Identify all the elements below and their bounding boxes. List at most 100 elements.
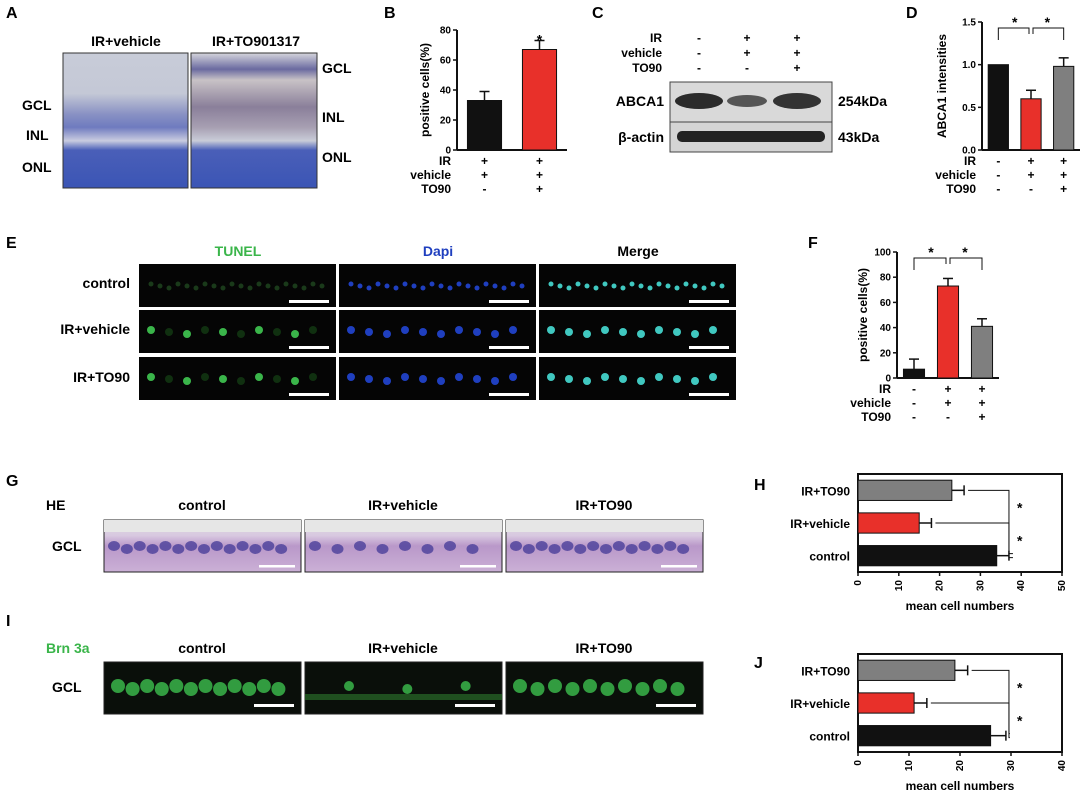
cell-nucleus xyxy=(473,328,481,336)
significance-star: * xyxy=(1012,14,1018,30)
e-row-ir-to90: IR+TO90 xyxy=(73,369,130,385)
bar xyxy=(1053,65,1075,151)
significance-star: * xyxy=(1017,532,1023,548)
significance-bracket xyxy=(968,489,1013,555)
scale-bar xyxy=(455,704,495,707)
cell-nucleus xyxy=(619,328,627,336)
cell-nucleus xyxy=(292,283,298,289)
y-tick-label: 0 xyxy=(885,374,891,385)
x-axis-title: mean cell numbers xyxy=(906,779,1015,793)
bar xyxy=(987,64,1009,151)
y-tick-label: 1.0 xyxy=(962,60,976,71)
cell-nucleus xyxy=(509,326,517,334)
y-axis-title: positive cells(%) xyxy=(418,43,432,137)
panel-letter-d: D xyxy=(906,5,918,22)
he-vitreous xyxy=(305,520,502,532)
cell-nucleus xyxy=(255,373,263,381)
scale-bar xyxy=(489,300,529,303)
ganglion-cell xyxy=(535,541,548,551)
cell-nucleus xyxy=(575,281,581,287)
i-col-control: control xyxy=(178,640,225,656)
ganglion-cell xyxy=(198,544,210,554)
condition-sign: + xyxy=(944,382,951,396)
cell-nucleus xyxy=(601,326,609,334)
cell-nucleus xyxy=(601,373,609,381)
ganglion-cell xyxy=(210,541,223,551)
cell-nucleus xyxy=(348,281,354,287)
cell-nucleus xyxy=(255,326,263,334)
cell-nucleus xyxy=(602,281,608,287)
panel-letter-b: B xyxy=(384,5,396,22)
brn3a-cell xyxy=(140,679,155,693)
cell-nucleus xyxy=(491,377,499,385)
significance-star: * xyxy=(1045,14,1051,30)
condition-sign: + xyxy=(1060,168,1067,182)
condition-sign: + xyxy=(1060,182,1067,196)
ganglion-cell xyxy=(522,544,535,554)
layer-gcl-right: GCL xyxy=(322,60,352,76)
panel-i: I Brn 3a GCL control IR+vehicle IR+TO90 xyxy=(6,613,704,715)
y-tick-label: 0 xyxy=(445,146,451,157)
ganglion-cell xyxy=(309,541,321,551)
condition-label: TO90 xyxy=(946,182,976,196)
x-tick-label: 20 xyxy=(955,760,966,772)
ganglion-cell xyxy=(354,541,366,551)
cell-nucleus xyxy=(365,375,373,383)
cell-nucleus xyxy=(247,285,253,291)
significance-bracket xyxy=(949,257,983,270)
ganglion-cell xyxy=(444,541,456,551)
ganglion-cell xyxy=(510,541,522,551)
cell-nucleus xyxy=(629,281,635,287)
layer-onl-left: ONL xyxy=(22,159,52,175)
bar xyxy=(466,100,503,151)
ganglion-cell xyxy=(664,541,677,551)
cell-nucleus xyxy=(557,283,563,289)
cell-nucleus xyxy=(229,281,235,287)
brn3a-cell xyxy=(635,682,650,696)
cell-nucleus xyxy=(509,373,517,381)
cell-nucleus xyxy=(402,281,408,287)
x-tick-label: 30 xyxy=(975,580,986,592)
x-tick-label: 10 xyxy=(904,760,915,772)
cell-nucleus xyxy=(365,328,373,336)
brn3a-cell xyxy=(198,679,213,693)
i-layer-gcl: GCL xyxy=(52,679,82,695)
x-tick-label: 0 xyxy=(853,760,864,766)
category-label: IR+vehicle xyxy=(790,517,850,531)
y-tick-label: 100 xyxy=(874,248,891,259)
ganglion-cell xyxy=(120,544,133,554)
cell-nucleus xyxy=(147,326,155,334)
cell-nucleus xyxy=(383,330,391,338)
y-tick-label: 40 xyxy=(880,323,892,334)
panel-letter-h: H xyxy=(754,477,766,494)
brn3a-cell xyxy=(227,679,242,693)
y-tick-label: 20 xyxy=(880,348,892,359)
cell-nucleus xyxy=(193,285,199,291)
panel-a-col2-title: IR+TO901317 xyxy=(212,33,300,49)
panel-letter-c: C xyxy=(592,5,604,22)
cell-nucleus xyxy=(211,283,217,289)
cell-nucleus xyxy=(184,283,190,289)
x-tick-label: 40 xyxy=(1057,760,1068,772)
cell-nucleus xyxy=(347,326,355,334)
cell-nucleus xyxy=(474,285,480,291)
significance-bracket xyxy=(935,522,1013,559)
brn3a-cell xyxy=(583,679,597,693)
cell-nucleus xyxy=(455,373,463,381)
cell-nucleus xyxy=(437,377,445,385)
condition-sign: + xyxy=(1027,168,1034,182)
brn3a-cell xyxy=(460,681,471,691)
g-he-images xyxy=(103,519,704,573)
cell-nucleus xyxy=(319,283,325,289)
condition-label: IR xyxy=(964,154,976,168)
cell-nucleus xyxy=(401,373,409,381)
c-sign-2-1: - xyxy=(745,61,749,75)
condition-sign: - xyxy=(912,410,916,424)
g-layer-gcl: GCL xyxy=(52,538,82,554)
cell-nucleus xyxy=(492,283,498,289)
y-tick-label: 80 xyxy=(880,273,892,284)
condition-label: vehicle xyxy=(850,396,891,410)
cell-nucleus xyxy=(438,283,444,289)
